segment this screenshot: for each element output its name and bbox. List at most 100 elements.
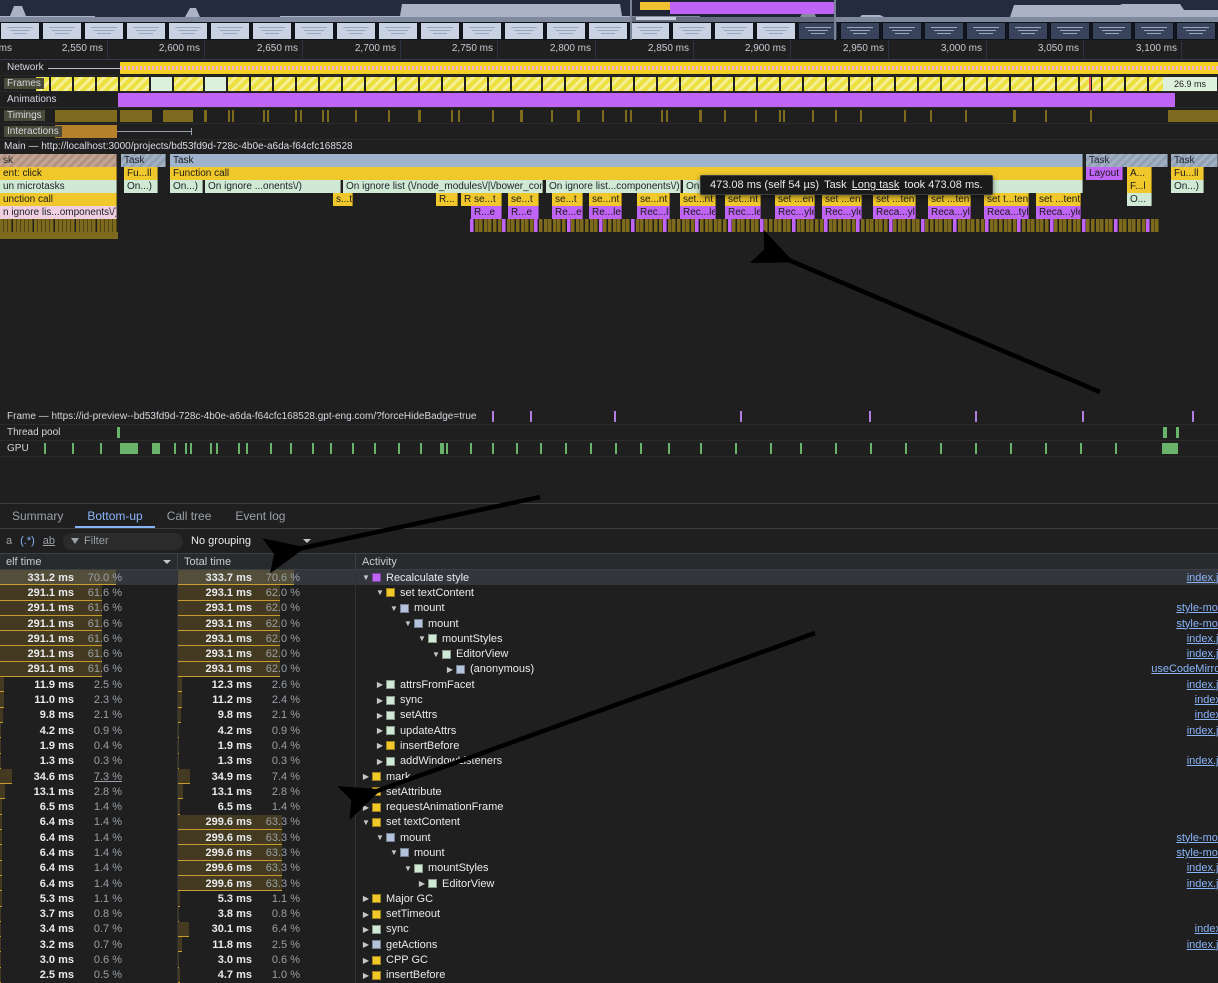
flame-event[interactable] (1022, 219, 1026, 232)
timing-marker[interactable] (930, 110, 932, 122)
frame-block[interactable] (320, 77, 342, 91)
flame-event[interactable] (552, 219, 557, 232)
table-row[interactable]: 3.0 ms 0.6 % 3.0 ms 0.6 % ▶ CPP GC (0, 952, 1218, 968)
timeline-overview[interactable] (0, 0, 1218, 40)
thread-pool-event[interactable] (1163, 427, 1167, 438)
flame-event[interactable] (897, 219, 902, 232)
source-link[interactable]: index. (1194, 709, 1218, 722)
tab-bottom-up[interactable]: Bottom-up (75, 504, 155, 528)
flame-event[interactable] (746, 219, 750, 232)
flame-event[interactable]: Rec...yle (822, 206, 862, 219)
chevron-right-icon[interactable]: ▶ (376, 756, 384, 766)
flame-event[interactable]: Task (1086, 154, 1168, 167)
filmstrip-thumbnail[interactable] (588, 22, 628, 40)
flame-event[interactable]: On ignore list...components\/) (546, 180, 681, 193)
flame-event[interactable]: Reca...yle (928, 206, 971, 219)
flame-event[interactable] (980, 219, 985, 232)
gpu-task[interactable] (565, 443, 567, 454)
flame-event[interactable] (962, 219, 967, 232)
flame-event[interactable] (810, 219, 815, 232)
flame-event[interactable] (1141, 219, 1146, 232)
frame-block[interactable] (343, 77, 365, 91)
chevron-right-icon[interactable]: ▶ (376, 726, 384, 736)
thread-pool-event[interactable] (117, 427, 120, 438)
flame-event[interactable] (953, 219, 957, 232)
frame-block[interactable] (735, 77, 757, 91)
flame-event[interactable]: set ...ent (822, 193, 862, 206)
flame-event[interactable]: set...nt (725, 193, 761, 206)
flame-event[interactable] (42, 219, 46, 232)
flame-event[interactable] (63, 219, 67, 232)
flame-event[interactable] (658, 219, 663, 232)
table-row[interactable]: 291.1 ms 61.6 % 293.1 ms 62.0 % ▶ (anonymous)… (0, 661, 1218, 678)
flame-event[interactable] (1095, 219, 1100, 232)
source-link[interactable]: style-mod (1176, 602, 1218, 615)
flame-event[interactable] (677, 219, 681, 232)
table-row[interactable]: 6.4 ms 1.4 % 299.6 ms 63.3 % ▼ mount style-mod (0, 830, 1218, 846)
flame-event[interactable] (1114, 219, 1118, 232)
flame-event[interactable] (1123, 219, 1128, 232)
flame-event[interactable]: ent: click (0, 167, 117, 180)
flame-event[interactable]: R...e (508, 206, 539, 219)
frame-event-marker[interactable] (1082, 411, 1084, 422)
flame-event[interactable] (33, 219, 38, 232)
table-row[interactable]: 291.1 ms 61.6 % 293.1 ms 62.0 % ▼ set textCon… (0, 585, 1218, 601)
flame-event[interactable] (1063, 219, 1068, 232)
flame-event[interactable]: s...t (333, 193, 353, 206)
frame-block[interactable] (174, 77, 204, 91)
flame-event[interactable] (529, 219, 534, 232)
flame-event[interactable] (911, 219, 916, 232)
flame-event[interactable] (713, 219, 718, 232)
flame-event[interactable]: Task (1171, 154, 1218, 167)
flame-event[interactable] (732, 219, 737, 232)
flame-event[interactable] (589, 219, 594, 232)
table-row[interactable]: 1.3 ms 0.3 % 1.3 ms 0.3 % ▶ addWindowListener… (0, 753, 1218, 769)
flame-event[interactable] (870, 219, 875, 232)
chevron-down-icon[interactable]: ▼ (404, 863, 412, 873)
flame-event[interactable]: Rec...le (680, 206, 716, 219)
flame-event[interactable] (1040, 219, 1045, 232)
source-link[interactable]: index.js (1186, 648, 1218, 661)
flame-event[interactable] (1081, 219, 1086, 232)
flame-event[interactable] (1077, 219, 1082, 232)
filmstrip-thumbnail[interactable] (714, 22, 754, 40)
filmstrip-thumbnail[interactable] (210, 22, 250, 40)
gpu-task[interactable] (870, 443, 872, 454)
table-row[interactable]: 34.6 ms 7.3 % 34.9 ms 7.4 % ▶ mark (0, 768, 1218, 785)
source-link[interactable]: index.js (1186, 755, 1218, 768)
flame-event[interactable] (575, 219, 580, 232)
flame-event[interactable] (709, 219, 714, 232)
flame-event[interactable] (948, 219, 953, 232)
gpu-task[interactable] (446, 443, 448, 454)
table-row[interactable]: 3.2 ms 0.7 % 11.8 ms 2.5 % ▶ getActions index.… (0, 937, 1218, 953)
flame-row-4[interactable]: n ignore lis...omponents\/) R...e R...e Re.… (0, 206, 1218, 219)
timing-marker[interactable] (355, 110, 357, 122)
flame-event[interactable] (539, 219, 543, 232)
flame-event[interactable] (704, 219, 709, 232)
flame-event[interactable] (842, 219, 847, 232)
flame-event[interactable]: Reca...tyle (984, 206, 1029, 219)
flame-event[interactable] (4, 219, 9, 232)
flame-event[interactable] (566, 219, 571, 232)
flame-event[interactable] (608, 219, 612, 232)
frame-block[interactable] (896, 77, 918, 91)
flame-event[interactable] (792, 219, 796, 232)
flame-event[interactable] (888, 219, 893, 232)
filmstrip-thumbnail[interactable] (420, 22, 460, 40)
flame-event[interactable] (755, 219, 760, 232)
flame-event[interactable] (1068, 219, 1072, 232)
gpu-task[interactable] (130, 443, 134, 454)
flame-event[interactable] (902, 219, 907, 232)
tab-event-log[interactable]: Event log (235, 509, 286, 523)
flame-event[interactable]: set ...tent (928, 193, 971, 206)
flame-event[interactable] (667, 219, 672, 232)
source-link[interactable]: index.js (1186, 678, 1218, 691)
frame-block[interactable] (97, 77, 119, 91)
flame-event[interactable] (851, 219, 856, 232)
flame-event[interactable] (778, 219, 783, 232)
timing-marker[interactable] (755, 110, 757, 122)
flame-event[interactable] (29, 219, 34, 232)
flame-event[interactable] (805, 219, 810, 232)
gpu-task[interactable] (330, 443, 332, 454)
flame-event[interactable]: se...nt (589, 193, 622, 206)
